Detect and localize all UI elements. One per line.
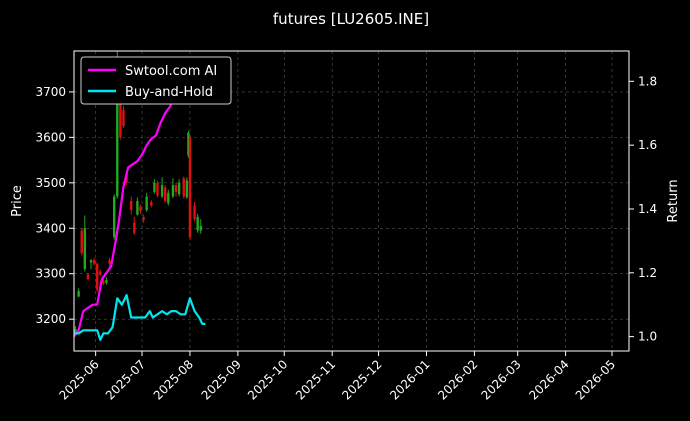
y-right-tick-label: 1.4	[638, 202, 657, 216]
candlestick	[105, 277, 108, 285]
candlestick	[182, 176, 185, 199]
candle-body	[130, 201, 133, 211]
y-axis-right-label: Return	[666, 179, 681, 222]
candlestick	[193, 201, 196, 222]
candlestick	[171, 178, 175, 199]
legend-label-swtool: Swtool.com AI	[125, 64, 217, 79]
series-line-buy-and-hold	[74, 294, 206, 341]
candle-body	[142, 216, 145, 221]
candle-body	[77, 291, 80, 297]
candlestick	[177, 179, 181, 197]
y-left-tick-label: 3300	[35, 267, 66, 281]
candle-body	[167, 192, 170, 204]
candlestick	[160, 177, 164, 199]
candle-body	[83, 228, 87, 270]
candlestick	[80, 228, 83, 256]
candle-body	[86, 274, 90, 280]
candle-body	[92, 260, 96, 264]
candle-body	[193, 205, 196, 220]
candle-body	[108, 260, 111, 264]
plot-frame	[73, 50, 630, 352]
y-axis-left-label: Price	[10, 185, 25, 217]
candle-body	[102, 280, 105, 284]
candle-body	[150, 201, 153, 206]
candle-body	[160, 185, 164, 197]
candlestick	[145, 192, 148, 212]
candle-body	[164, 187, 167, 201]
candle-body	[95, 263, 99, 290]
candlestick	[92, 257, 96, 266]
candlestick	[99, 269, 102, 276]
candlestick	[167, 189, 170, 206]
candle-body	[112, 196, 116, 238]
candle-body	[153, 182, 156, 192]
candle-body	[187, 132, 190, 156]
candle-body	[145, 196, 148, 211]
candlestick	[83, 215, 87, 272]
candlestick	[108, 257, 111, 267]
candle-body	[122, 110, 125, 126]
y-right-tick-label: 1.6	[638, 138, 657, 152]
y-left-tick-label: 3600	[35, 130, 66, 144]
candlestick	[122, 105, 125, 129]
candlestick	[185, 177, 189, 199]
legend-box	[80, 56, 232, 105]
candlestick	[150, 200, 153, 208]
candle-body	[116, 91, 119, 197]
candlestick	[174, 182, 178, 197]
candlestick	[95, 262, 99, 292]
candlestick	[112, 194, 116, 240]
candle-body	[80, 230, 83, 254]
candlestick	[196, 213, 199, 233]
candle-body	[196, 216, 199, 231]
candlestick	[133, 216, 136, 236]
candlestick	[102, 278, 105, 286]
y-left-tick-label: 3700	[35, 85, 66, 99]
y-left-tick-label: 3200	[35, 312, 66, 326]
y-left-tick-label: 3400	[35, 221, 66, 235]
y-right-tick-label: 1.8	[638, 74, 657, 88]
legend: Swtool.com AI Buy-and-Hold	[80, 56, 232, 105]
candlestick	[164, 185, 167, 203]
candlestick	[130, 196, 133, 215]
grid	[74, 51, 629, 351]
candle-body	[133, 222, 136, 233]
candle-body	[139, 206, 142, 211]
candlestick	[139, 204, 142, 214]
legend-label-buy-and-hold: Buy-and-Hold	[125, 85, 213, 100]
candle-body	[185, 180, 189, 198]
candle-body	[182, 178, 185, 197]
candle-body	[136, 201, 139, 215]
candle-body	[156, 182, 159, 196]
y-right-tick-label: 1.2	[638, 266, 657, 280]
candle-body	[174, 185, 178, 192]
candlestick	[187, 130, 190, 158]
y-right-tick-label: 1.0	[638, 330, 657, 344]
candlestick	[136, 197, 139, 216]
candle-body	[199, 226, 202, 231]
candlestick	[89, 259, 93, 270]
candlestick	[142, 214, 145, 223]
candlestick	[188, 135, 192, 240]
candlestick	[156, 180, 159, 198]
candle-body	[171, 185, 175, 197]
candlestick	[86, 272, 90, 281]
candle-body	[177, 182, 181, 195]
candlestick	[77, 288, 80, 298]
chart-title: futures [LU2605.INE]	[273, 10, 429, 28]
candle-body	[105, 280, 108, 283]
y-left-tick-label: 3500	[35, 176, 66, 190]
candlestick	[199, 219, 202, 234]
candle-body	[74, 329, 77, 332]
candle-body	[89, 260, 93, 263]
candle-body	[188, 137, 192, 238]
candlestick	[153, 179, 156, 194]
candle-body	[119, 82, 122, 138]
candle-body	[99, 271, 102, 275]
